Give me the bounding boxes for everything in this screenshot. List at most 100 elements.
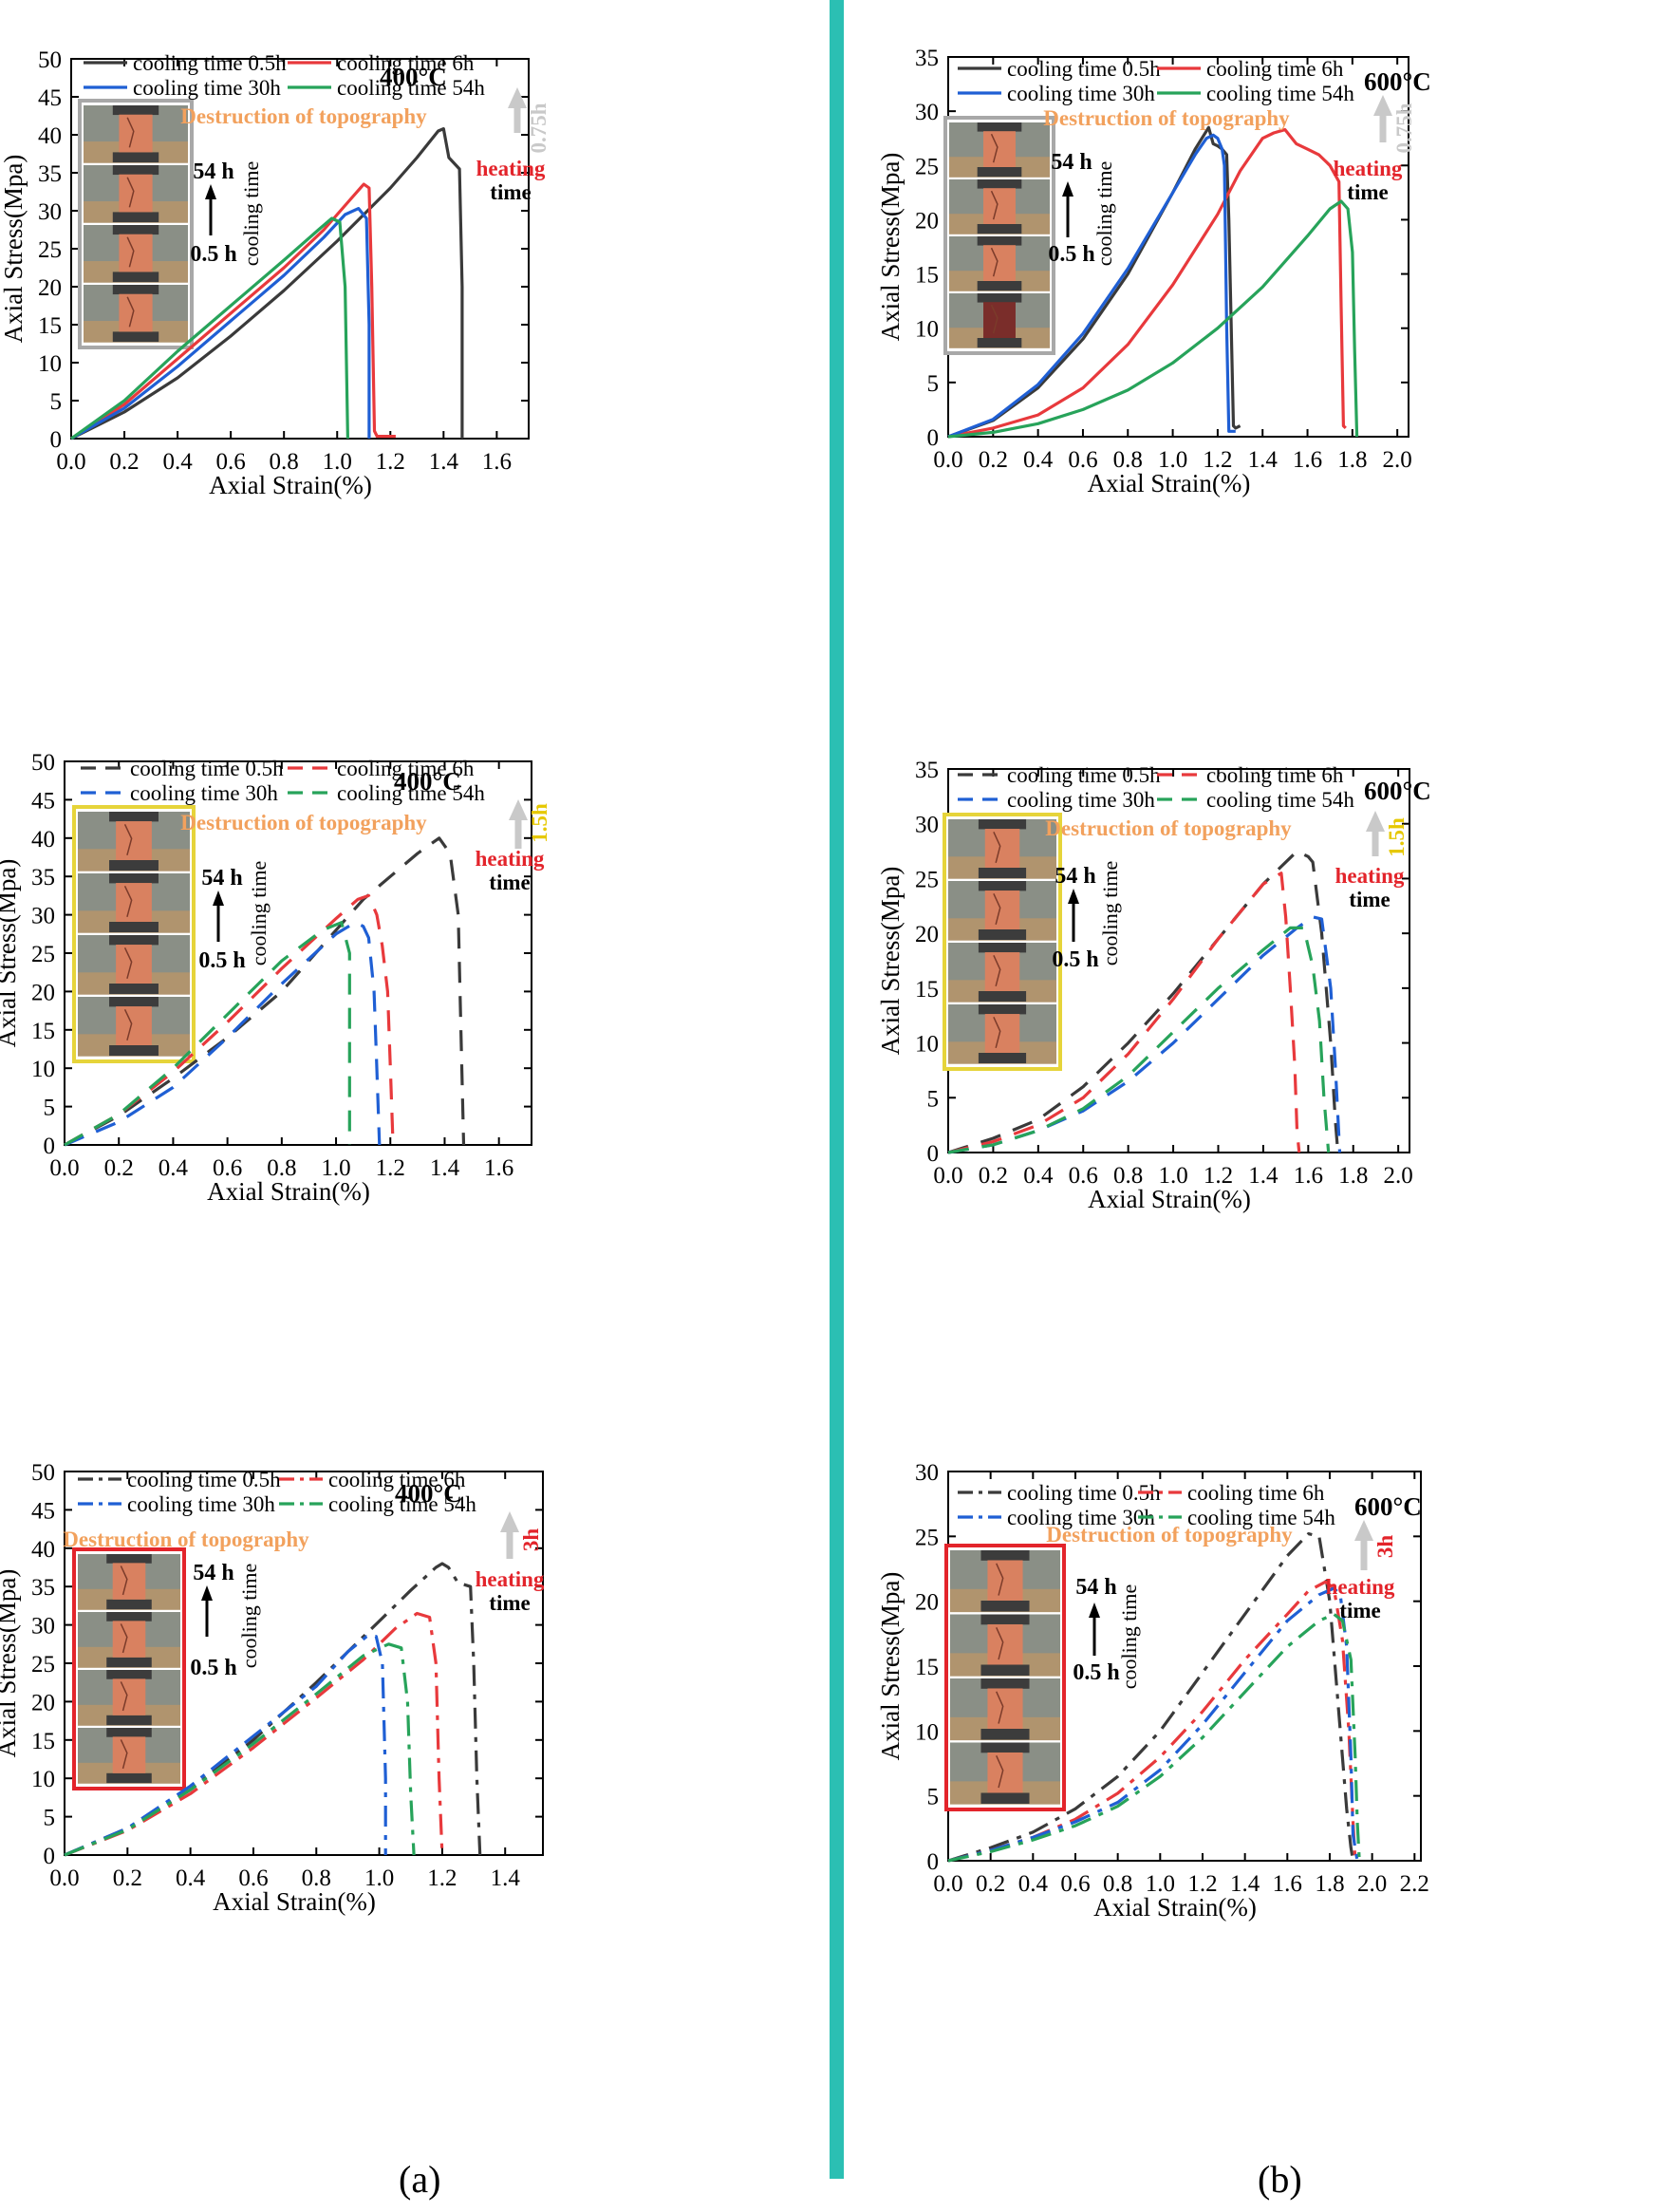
x-tick-label: 0.0 (56, 449, 85, 475)
fracture-line (123, 885, 133, 917)
x-tick-label: 0.8 (267, 1155, 296, 1181)
y-tick-label: 35 (915, 46, 939, 71)
series-line-s6 (64, 1611, 444, 1857)
rock-specimen (119, 114, 153, 153)
legend-label-s6: cooling time 6h (337, 757, 475, 780)
series-line-s54 (947, 1612, 1361, 1863)
series-line-s05 (947, 850, 1343, 1154)
x-tick-label: 1.0 (364, 1865, 394, 1891)
chart-b2-svg: 0.0 0.2 0.4 0.6 0.8 1.0 1.2 1.4 1.6 1.8 2.0 0 5 10 15 2… (876, 758, 1431, 1213)
loading-platen-bottom (977, 167, 1022, 178)
x-tick-label: 1.6 (1273, 1871, 1302, 1897)
cooling-time-bottom-label: 0.5 h (190, 242, 236, 267)
y-tick-label: 35 (31, 1575, 55, 1601)
rock-specimen (987, 1623, 1023, 1665)
loading-platen-top (112, 165, 159, 176)
rock-specimen (119, 174, 153, 213)
fracture-line (126, 177, 135, 208)
y-tick-label: 25 (915, 867, 939, 892)
x-tick-label: 1.4 (1248, 1163, 1279, 1189)
temperature-label: 400°C (395, 1479, 462, 1508)
cooling-time-label: cooling time (247, 861, 271, 966)
loading-platen-bottom (109, 922, 159, 933)
loading-platen-top (106, 1554, 152, 1564)
cooling-time-top-label: 54 h (1075, 1575, 1116, 1600)
x-tick-label: 1.4 (1230, 1871, 1260, 1897)
loading-platen-top (977, 179, 1022, 189)
y-tick-label: 0 (927, 1849, 940, 1875)
y-tick-label: 20 (38, 275, 62, 301)
loading-platen-bottom (980, 1729, 1030, 1740)
legend-label-s05: cooling time 0.5h (1007, 763, 1161, 787)
x-tick-label: 1.4 (1248, 447, 1279, 473)
x-tick-label: 0.4 (1023, 447, 1054, 473)
series-line-s30 (64, 1635, 387, 1857)
rock-specimen (119, 234, 153, 272)
chart-a2: 0.0 0.2 0.4 0.6 0.8 1.0 1.2 1.4 1.6 0 5 10 15 20 25 30 3… (0, 723, 830, 1447)
legend-label-s05: cooling time 0.5h (133, 51, 287, 75)
legend-label-s54: cooling time 54h (1187, 1506, 1335, 1529)
loading-platen-top (109, 812, 159, 822)
loading-platen-top (978, 1004, 1027, 1015)
chart-a2-svg: 0.0 0.2 0.4 0.6 0.8 1.0 1.2 1.4 1.6 0 5 10 15 20 25 30 3… (0, 750, 551, 1206)
heating-duration-label: 0.75h (527, 103, 551, 153)
rock-specimen (116, 883, 152, 922)
y-tick-label: 45 (31, 1498, 55, 1524)
rock-specimen (984, 952, 1020, 991)
y-tick-label: 25 (915, 1525, 939, 1550)
loading-platen-bottom (112, 272, 159, 283)
series-line-s05 (70, 127, 464, 441)
temperature-label: 600°C (1364, 67, 1431, 96)
y-tick-label: 10 (915, 1719, 939, 1745)
x-tick-label: 1.2 (376, 1155, 405, 1181)
y-tick-label: 35 (915, 758, 939, 783)
legend-label-s6: cooling time 6h (337, 51, 475, 75)
x-tick-label: 0.2 (979, 1163, 1008, 1189)
heating-time-label: time (1347, 180, 1388, 204)
fracture-line (120, 1565, 128, 1596)
legend-label-s30: cooling time 30h (1007, 1506, 1155, 1529)
rock-specimen (116, 821, 152, 860)
cooling-arrow-icon (201, 1585, 213, 1601)
loading-platen-bottom (978, 991, 1027, 1003)
x-tick-label: 0.6 (213, 1155, 242, 1181)
series-line-s54 (947, 199, 1359, 439)
x-tick-label: 0.0 (933, 1871, 962, 1897)
up-arrow-icon (500, 1511, 519, 1532)
loading-platen-bottom (106, 1599, 152, 1610)
y-tick-label: 35 (38, 161, 62, 187)
chart-b1: 0.0 0.2 0.4 0.6 0.8 1.0 1.2 1.4 1.6 1.8 2.0 0 5 10 15 2… (844, 0, 1680, 723)
x-tick-label: 0.0 (49, 1865, 79, 1891)
specimen-photo (948, 819, 1056, 879)
loading-platen-bottom (106, 1715, 152, 1726)
specimen-photo (949, 236, 1050, 291)
legend-label-s05: cooling time 0.5h (127, 1468, 281, 1491)
fracture-line (993, 831, 1001, 863)
up-arrow-icon (1373, 95, 1392, 116)
specimen-photo (948, 1004, 1056, 1064)
x-tick-label: 1.6 (1294, 1163, 1323, 1189)
legend-label-s30: cooling time 30h (130, 781, 278, 805)
y-tick-label: 0 (44, 1844, 56, 1869)
x-tick-label: 1.0 (1146, 1871, 1175, 1897)
y-axis-label: Axial Stress(Mpa) (0, 1569, 21, 1758)
caption-b: (b) (1258, 2158, 1302, 2201)
x-tick-label: 0.4 (1023, 1163, 1054, 1189)
legend-label-s30: cooling time 30h (1007, 82, 1155, 105)
chart-a3: 0.0 0.2 0.4 0.6 0.8 1.0 1.2 1.4 0 5 10 15 20 25 30 35 40… (0, 1447, 830, 2165)
temperature-label: 600°C (1364, 777, 1431, 805)
rock-specimen (984, 829, 1020, 868)
fracture-line (126, 117, 135, 148)
specimen-photos (943, 813, 1062, 1071)
y-tick-label: 10 (38, 351, 62, 377)
fracture-line (123, 1008, 133, 1040)
legend-label-s05: cooling time 0.5h (1007, 1481, 1161, 1505)
specimen-photo (950, 1678, 1060, 1741)
loading-platen-top (106, 1612, 152, 1622)
loading-platen-top (977, 293, 1022, 303)
caption-a: (a) (399, 2158, 441, 2201)
specimen-photo (84, 225, 188, 283)
temperature-label: 400°C (394, 767, 461, 796)
y-tick-label: 5 (927, 1785, 940, 1810)
x-tick-label: 1.2 (1187, 1871, 1217, 1897)
